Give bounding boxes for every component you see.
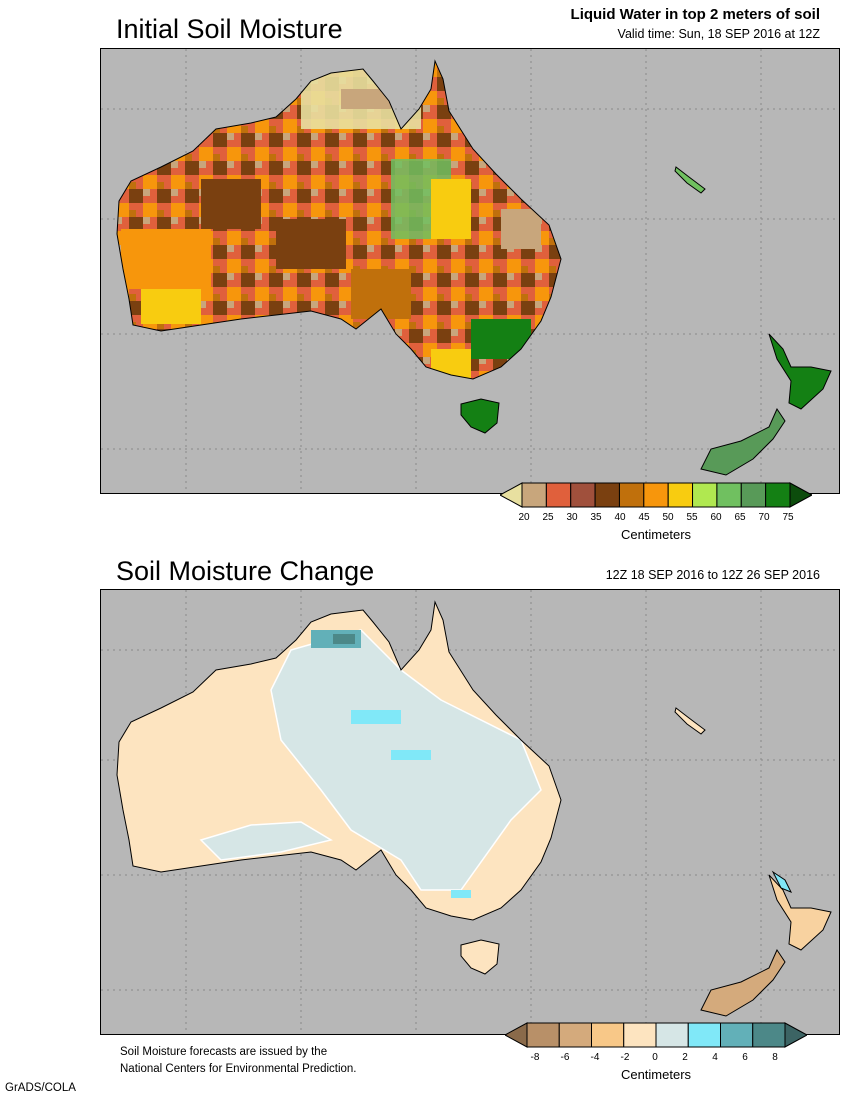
top-panel-valid-time: Valid time: Sun, 18 SEP 2016 at 12Z xyxy=(617,27,820,41)
new-caledonia xyxy=(674,166,706,194)
bottom-tick: -8 xyxy=(530,1052,540,1063)
top-tick: 35 xyxy=(590,512,602,523)
colorbar-swatch xyxy=(655,1022,689,1048)
nz-south-island xyxy=(700,407,786,476)
top-tick: 60 xyxy=(710,512,722,523)
top-colorbar-ticks: 20 25 30 35 40 45 50 55 60 65 70 75 xyxy=(500,512,812,526)
bottom-tick: -6 xyxy=(560,1052,570,1063)
top-panel-title: Initial Soil Moisture xyxy=(116,14,343,44)
colorbar-swatch xyxy=(558,1022,592,1048)
top-colorbar xyxy=(500,482,812,508)
footnote: Soil Moisture forecasts are issued by th… xyxy=(120,1044,357,1078)
bottom-colorbar-unit: Centimeters xyxy=(620,1067,692,1082)
colorbar-max-arrow xyxy=(784,1022,807,1048)
top-tick: 20 xyxy=(518,512,530,523)
bottom-tick: -4 xyxy=(590,1052,600,1063)
top-tick: 65 xyxy=(734,512,746,523)
colorbar-swatch xyxy=(752,1022,786,1048)
colorbar-swatch xyxy=(594,482,620,508)
top-tick: 25 xyxy=(542,512,554,523)
footnote-line-2: National Centers for Environmental Predi… xyxy=(120,1063,357,1075)
colorbar-min-arrow xyxy=(500,482,523,508)
bottom-tick: 8 xyxy=(772,1052,778,1063)
top-tick: 30 xyxy=(566,512,578,523)
bottom-tick: 4 xyxy=(712,1052,718,1063)
colorbar-swatch xyxy=(716,482,742,508)
bottom-colorbar xyxy=(505,1022,807,1048)
top-tick: 75 xyxy=(782,512,794,523)
colorbar-swatch xyxy=(618,482,645,508)
colorbar-swatch xyxy=(667,482,694,508)
colorbar-swatch xyxy=(591,1022,625,1048)
top-tick: 70 xyxy=(758,512,770,523)
bottom-tick: 2 xyxy=(682,1052,688,1063)
top-panel-subtitle-main: Liquid Water in top 2 meters of soil xyxy=(570,6,820,23)
colorbar-swatch xyxy=(740,482,767,508)
bottom-tick: 6 xyxy=(742,1052,748,1063)
top-tick: 45 xyxy=(638,512,650,523)
initial-soil-moisture-svg xyxy=(101,49,839,493)
colorbar-swatch xyxy=(623,1022,657,1048)
colorbar-swatch xyxy=(692,482,718,508)
soil-moisture-change-svg xyxy=(101,590,839,1034)
new-caledonia xyxy=(674,707,706,735)
nz-north-island xyxy=(768,874,832,951)
colorbar-swatch xyxy=(545,482,572,508)
top-colorbar-unit: Centimeters xyxy=(620,527,692,542)
colorbar-swatch xyxy=(526,1022,560,1048)
soil-moisture-change-map xyxy=(100,589,840,1035)
top-panel-subtitle: Liquid Water in top 2 meters of soil Val… xyxy=(571,6,820,41)
tasmania-landmass xyxy=(460,939,500,975)
nz-north-island xyxy=(768,333,832,410)
australia-landmass xyxy=(116,59,562,380)
bottom-tick: 0 xyxy=(652,1052,658,1063)
nz-north-tip xyxy=(771,870,793,893)
top-tick: 50 xyxy=(662,512,674,523)
grads-credit: GrADS/COLA xyxy=(5,1082,76,1094)
nz-south-island xyxy=(700,948,786,1017)
colorbar-swatch xyxy=(643,482,669,508)
footnote-line-1: Soil Moisture forecasts are issued by th… xyxy=(120,1046,328,1058)
colorbar-swatch xyxy=(687,1022,721,1048)
colorbar-max-arrow xyxy=(789,482,812,508)
top-tick: 55 xyxy=(686,512,698,523)
bottom-colorbar-ticks: -8 -6 -4 -2 0 2 4 6 8 xyxy=(505,1052,807,1066)
colorbar-swatch xyxy=(521,482,547,508)
bottom-panel-title: Soil Moisture Change xyxy=(116,556,375,586)
tasmania-landmass xyxy=(460,398,500,434)
colorbar-swatch xyxy=(570,482,596,508)
bottom-tick: -2 xyxy=(620,1052,630,1063)
colorbar-swatch xyxy=(765,482,791,508)
colorbar-min-arrow xyxy=(505,1022,528,1048)
initial-soil-moisture-map xyxy=(100,48,840,494)
top-tick: 40 xyxy=(614,512,626,523)
australia-landmass xyxy=(116,600,562,921)
bottom-panel-range: 12Z 18 SEP 2016 to 12Z 26 SEP 2016 xyxy=(605,568,820,582)
colorbar-swatch xyxy=(720,1022,754,1048)
